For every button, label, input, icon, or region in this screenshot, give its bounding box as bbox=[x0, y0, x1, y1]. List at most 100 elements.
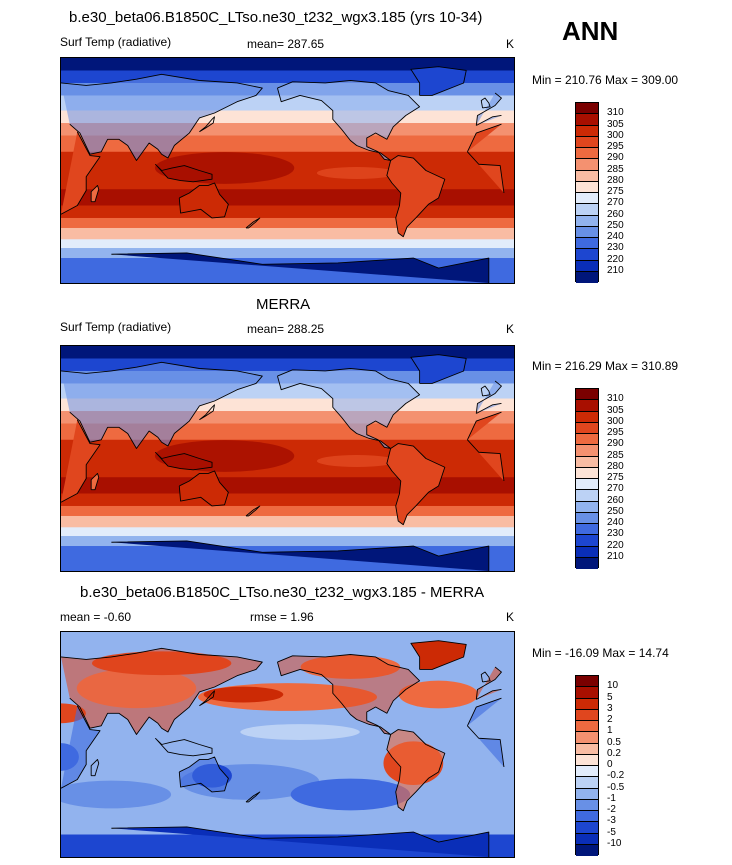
colorbar-swatch bbox=[576, 524, 598, 536]
colorbar-label: 300 bbox=[607, 415, 624, 427]
colorbar-swatch bbox=[576, 822, 598, 834]
colorbar-swatch bbox=[576, 811, 598, 823]
panel-2-title: MERRA bbox=[256, 296, 311, 313]
colorbar-swatch bbox=[576, 400, 598, 412]
colorbar-label: 210 bbox=[607, 550, 624, 562]
cold-tongue bbox=[316, 455, 397, 467]
continent-uk bbox=[480, 97, 491, 109]
colorbar-label: 10 bbox=[607, 680, 619, 692]
colorbar-label: 220 bbox=[607, 539, 624, 551]
colorbar-swatch bbox=[576, 777, 598, 789]
colorbar-label: 280 bbox=[607, 174, 624, 186]
colorbar-label: 250 bbox=[607, 219, 624, 231]
colorbar-label: 285 bbox=[607, 449, 624, 461]
continent-japan bbox=[199, 690, 215, 707]
panel-2-mean: mean= 288.25 bbox=[247, 322, 325, 336]
colorbar-label: 0 bbox=[607, 759, 613, 770]
continent-indonesia bbox=[155, 451, 213, 471]
map-canvas bbox=[61, 58, 514, 283]
colorbar-swatch bbox=[576, 687, 598, 699]
difference-anomaly bbox=[290, 778, 411, 811]
colorbar-label: 295 bbox=[607, 141, 624, 152]
colorbar-swatch bbox=[576, 709, 598, 721]
colorbar-swatch bbox=[576, 766, 598, 778]
temperature-band bbox=[61, 205, 514, 219]
continent-antarctica bbox=[111, 252, 490, 283]
colorbar-label: 230 bbox=[607, 242, 624, 254]
temperature-band bbox=[61, 58, 514, 71]
continent-namerica bbox=[277, 654, 421, 735]
continent-namerica bbox=[277, 368, 421, 449]
colorbar-swatch bbox=[576, 732, 598, 744]
panel-1-mean: mean= 287.65 bbox=[247, 37, 325, 51]
colorbar-swatch bbox=[576, 114, 598, 126]
colorbar-swatch bbox=[576, 271, 598, 283]
colorbar-swatch bbox=[576, 170, 598, 182]
colorbar-swatch bbox=[576, 181, 598, 193]
difference-anomaly bbox=[203, 686, 284, 703]
colorbar-swatch bbox=[576, 103, 598, 115]
panel-2-minmax: Min = 216.29 Max = 310.89 bbox=[532, 359, 679, 373]
colorbar-label: -0.5 bbox=[607, 781, 625, 793]
colorbar-swatch bbox=[576, 411, 598, 423]
colorbar-label: 305 bbox=[607, 118, 624, 130]
continent-samerica bbox=[386, 155, 446, 238]
colorbar-swatch bbox=[576, 456, 598, 468]
colorbar-label: 290 bbox=[607, 152, 624, 164]
colorbar-label: 310 bbox=[607, 393, 624, 405]
continent-australia bbox=[178, 470, 229, 507]
continent-africa bbox=[61, 697, 505, 789]
temperature-band bbox=[61, 248, 514, 259]
colorbar-swatch bbox=[576, 676, 598, 688]
continent-antarctica bbox=[111, 540, 490, 571]
temperature-band bbox=[61, 239, 514, 249]
temperature-band bbox=[61, 477, 514, 494]
colorbar-swatch bbox=[576, 799, 598, 811]
colorbar-label: 280 bbox=[607, 460, 624, 472]
colorbar-swatch bbox=[576, 125, 598, 137]
colorbar-swatch bbox=[576, 788, 598, 800]
colorbar-label: 270 bbox=[607, 483, 624, 495]
panel-3-title: b.e30_beta06.B1850C_LTso.ne30_t232_wgx3.… bbox=[80, 584, 485, 601]
temperature-band bbox=[61, 515, 514, 528]
continent-uk bbox=[480, 385, 491, 397]
colorbar-swatch bbox=[576, 226, 598, 238]
colorbar-swatch bbox=[576, 238, 598, 250]
map-canvas bbox=[61, 346, 514, 571]
continent-eurasia bbox=[61, 647, 502, 735]
continent-madagascar bbox=[90, 759, 100, 777]
temperature-band bbox=[61, 227, 514, 240]
colorbar-label: 260 bbox=[607, 494, 624, 506]
continent-uk bbox=[480, 671, 491, 683]
temperature-band bbox=[61, 189, 514, 206]
continent-nz bbox=[245, 505, 261, 517]
colorbar-label: 1 bbox=[607, 725, 613, 737]
continent-japan bbox=[199, 116, 215, 133]
temperature-band bbox=[61, 217, 514, 229]
panel-1-colorbar bbox=[575, 102, 599, 283]
colorbar-swatch bbox=[576, 512, 598, 524]
colorbar-swatch bbox=[576, 389, 598, 401]
panel-3-mean: mean = -0.60 bbox=[60, 610, 132, 624]
difference-anomaly bbox=[398, 680, 479, 709]
colorbar-swatch bbox=[576, 698, 598, 710]
continent-namerica bbox=[277, 80, 421, 161]
season-label: ANN bbox=[562, 16, 619, 46]
colorbar-label: -5 bbox=[607, 826, 616, 838]
temperature-band bbox=[61, 536, 514, 547]
panel-2-map bbox=[60, 345, 515, 572]
panel-3-minmax: Min = -16.09 Max = 14.74 bbox=[532, 646, 669, 660]
colorbar-label: 300 bbox=[607, 129, 624, 141]
colorbar-swatch bbox=[576, 844, 598, 856]
colorbar-swatch bbox=[576, 490, 598, 502]
continent-greenland bbox=[410, 66, 467, 96]
colorbar-swatch bbox=[576, 422, 598, 434]
colorbar-label: -2 bbox=[607, 804, 616, 815]
colorbar-swatch bbox=[576, 215, 598, 227]
colorbar-swatch bbox=[576, 467, 598, 479]
colorbar-label: 290 bbox=[607, 438, 624, 450]
continent-samerica bbox=[386, 443, 446, 526]
colorbar-label: 250 bbox=[607, 505, 624, 517]
continent-antarctica bbox=[111, 826, 490, 857]
difference-anomaly bbox=[61, 780, 172, 809]
